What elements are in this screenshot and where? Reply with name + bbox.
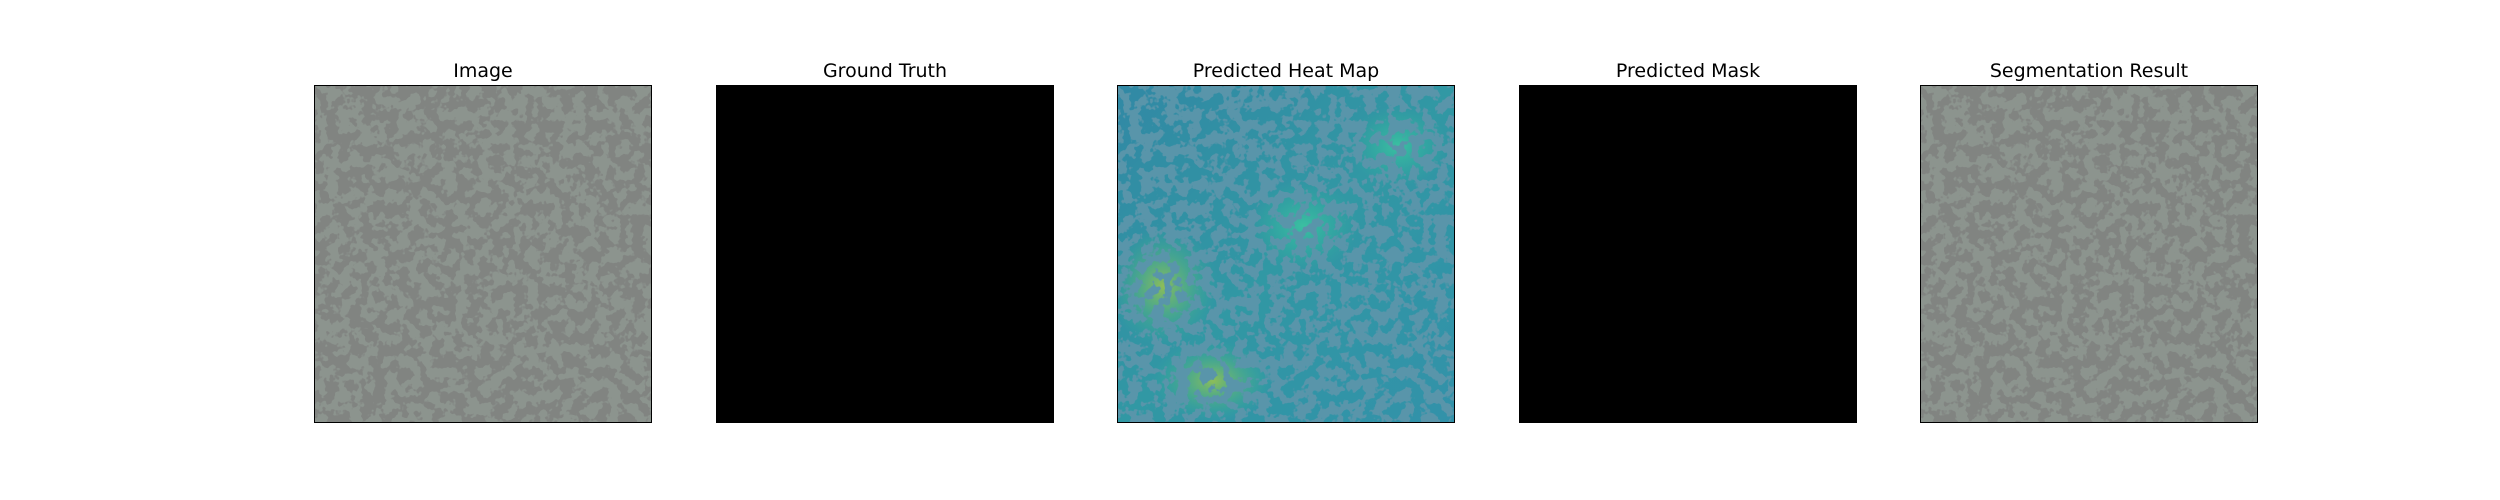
granite-texture-image [314, 85, 652, 423]
mask-svg [717, 86, 1053, 422]
texture-svg [1921, 86, 2257, 422]
panel-segmentation-result: Segmentation Result [1920, 0, 2258, 500]
empty-ground-truth-mask [716, 85, 1054, 423]
panel-title: Ground Truth [822, 60, 948, 82]
panel-title: Predicted Mask [1615, 60, 1761, 82]
panel-title: Segmentation Result [1989, 60, 2189, 82]
segmentation-result-image [1920, 85, 2258, 423]
panel-image: Image [314, 0, 652, 500]
anomaly-heatmap-overlay [1117, 85, 1455, 423]
empty-predicted-mask [1519, 85, 1857, 423]
panel-title: Image [453, 60, 513, 82]
panel-predicted-heat-map: Predicted Heat Map [1117, 0, 1455, 500]
texture-svg [315, 86, 651, 422]
panel-title: Predicted Heat Map [1192, 60, 1380, 82]
mask-svg [1520, 86, 1856, 422]
panel-predicted-mask: Predicted Mask [1519, 0, 1857, 500]
heatmap-svg [1118, 86, 1454, 422]
panel-ground-truth: Ground Truth [716, 0, 1054, 500]
